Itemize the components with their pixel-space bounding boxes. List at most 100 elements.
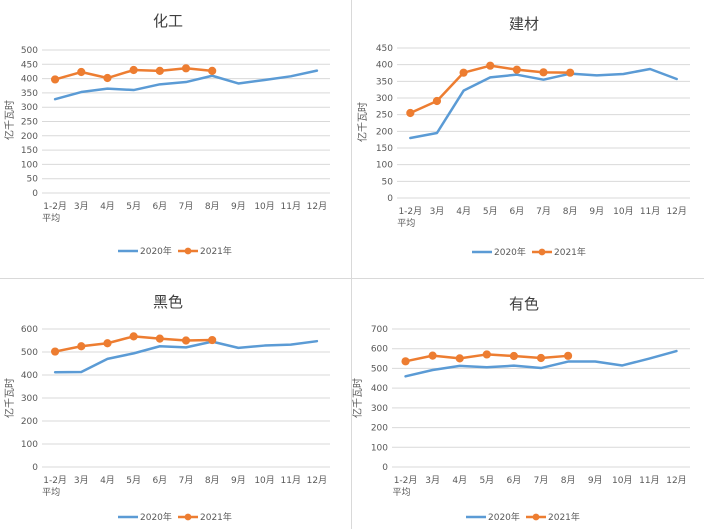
y-tick-label: 150 [21, 146, 38, 156]
series-line-2020年 [53, 339, 319, 374]
y-axis-label: 亿千瓦时 [3, 100, 16, 140]
data-point [401, 357, 410, 366]
data-point [482, 350, 491, 359]
x-tick-label: 9月 [231, 201, 246, 212]
y-tick-label: 0 [32, 189, 38, 199]
horizontal-panel-divider [0, 278, 704, 279]
x-tick-label: 3月 [74, 475, 89, 486]
data-point [536, 353, 546, 363]
y-tick-label: 450 [376, 44, 393, 54]
chart-panel-1: 化工 0 50 100 150 200 250 300 350 400 450 500 1-2月平均 3月… [3, 12, 330, 257]
y-tick-label: 400 [21, 371, 38, 381]
legend-marker [538, 248, 546, 256]
data-point [77, 342, 86, 351]
x-tick-label: 6月 [509, 206, 524, 217]
legend-label: 2021年 [200, 511, 232, 523]
legend-label: 2021年 [554, 246, 586, 258]
y-tick-label: 250 [376, 111, 393, 121]
chart-title: 建材 [509, 15, 539, 33]
y-tick-label: 200 [371, 424, 388, 434]
legend-label: 2021年 [548, 511, 580, 523]
data-point [50, 75, 60, 84]
x-tick-label: 12月 [666, 475, 686, 486]
y-tick-label: 50 [382, 177, 394, 187]
y-tick-label: 500 [21, 348, 38, 358]
y-tick-label: 100 [371, 443, 388, 453]
chart-title: 黑色 [153, 293, 183, 311]
data-point [155, 334, 164, 343]
chart-panel-3: 黑色 0 100 200 300 400 500 600 1-2月平均 3月 4月 5月 6月 7月 8月 9… [3, 293, 330, 523]
x-tick-label: 10月 [254, 475, 274, 486]
legend-marker [184, 247, 192, 255]
y-tick-label: 0 [32, 463, 38, 473]
x-tick-label: 4月 [456, 206, 471, 217]
chart-panel-4: 有色 0 100 200 300 400 500 600 700 1-2月平均 3月 4月 5月 6月 7月… [351, 295, 690, 523]
x-tick-label: 10月 [613, 206, 633, 217]
data-point [428, 351, 437, 360]
x-tick-label: 5月 [479, 475, 494, 486]
x-tick-label: 8月 [561, 475, 576, 486]
y-axis-label: 亿千瓦时 [356, 102, 369, 142]
y-tick-label: 50 [27, 175, 39, 185]
y-tick-label: 400 [21, 75, 38, 85]
data-point [155, 66, 164, 75]
x-tick-label: 12月 [666, 206, 686, 217]
y-tick-label: 0 [387, 194, 393, 204]
y-tick-label: 600 [21, 325, 38, 335]
x-tick-label: 1-2月平均 [42, 201, 67, 224]
y-tick-label: 200 [376, 127, 393, 137]
y-tick-label: 100 [376, 161, 393, 171]
y-tick-label: 250 [21, 118, 38, 128]
x-tick-label: 4月 [452, 475, 467, 486]
vertical-panel-divider [351, 0, 352, 529]
x-tick-label: 11月 [639, 475, 659, 486]
data-point [566, 68, 575, 77]
x-tick-label: 7月 [179, 201, 194, 212]
data-point [129, 65, 138, 75]
data-point [432, 96, 442, 106]
y-tick-label: 400 [371, 384, 388, 394]
chart-panel-2: 建材 0 50 100 150 200 250 300 350 400 450 1-2月平均 3月 4月 5… [356, 15, 690, 258]
data-point [455, 354, 464, 363]
x-tick-label: 3月 [74, 201, 89, 212]
y-tick-label: 600 [371, 345, 388, 355]
legend-label: 2020年 [140, 511, 172, 523]
x-tick-label: 11月 [281, 475, 301, 486]
x-tick-label: 7月 [179, 475, 194, 486]
y-tick-label: 300 [21, 103, 38, 113]
x-tick-label: 9月 [589, 206, 604, 217]
data-point [103, 73, 112, 83]
data-point [181, 336, 191, 345]
chart-title: 有色 [509, 295, 539, 313]
x-tick-label: 5月 [483, 206, 498, 217]
data-point [181, 64, 191, 73]
x-tick-label: 7月 [534, 475, 549, 486]
y-tick-label: 150 [376, 144, 393, 154]
y-tick-label: 350 [376, 77, 393, 87]
data-point [50, 347, 60, 356]
x-tick-label: 6月 [152, 201, 167, 212]
y-tick-label: 100 [21, 440, 38, 450]
legend-label: 2020年 [494, 246, 526, 258]
data-point [208, 66, 217, 75]
y-axis-label: 亿千瓦时 [351, 378, 364, 418]
data-point [512, 65, 521, 74]
x-tick-label: 8月 [205, 475, 220, 486]
y-tick-label: 200 [21, 132, 38, 142]
y-tick-label: 450 [21, 60, 38, 70]
y-tick-label: 300 [21, 394, 38, 404]
x-tick-label: 4月 [100, 201, 115, 212]
x-tick-label: 11月 [640, 206, 660, 217]
x-tick-label: 3月 [430, 206, 445, 217]
y-axis-label: 亿千瓦时 [3, 378, 16, 418]
x-tick-label: 1-2月平均 [397, 206, 422, 229]
legend-marker [184, 513, 192, 521]
x-tick-label: 7月 [536, 206, 551, 217]
data-point [208, 335, 217, 345]
x-tick-label: 6月 [507, 475, 522, 486]
x-tick-label: 4月 [100, 475, 115, 486]
x-tick-label: 6月 [152, 475, 167, 486]
y-tick-label: 350 [21, 89, 38, 99]
x-tick-label: 1-2月平均 [393, 475, 418, 498]
data-point [129, 332, 138, 341]
